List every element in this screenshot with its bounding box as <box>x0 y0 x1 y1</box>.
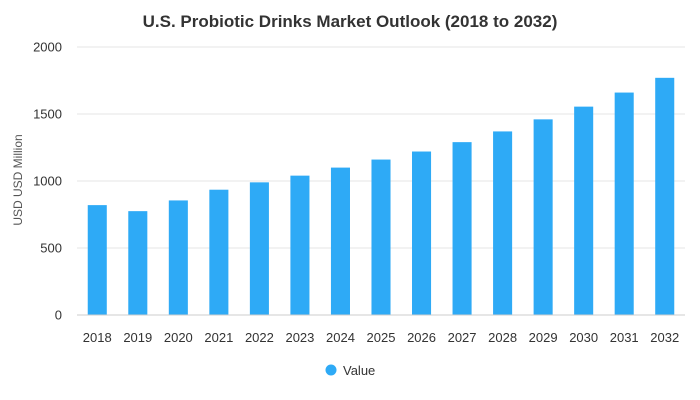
bar-2025[interactable] <box>371 159 391 315</box>
legend-label: Value <box>343 363 375 378</box>
bar-2024[interactable] <box>330 167 350 315</box>
x-tick-label: 2018 <box>83 330 112 345</box>
y-tick-label: 1000 <box>33 174 62 189</box>
x-tick-label: 2028 <box>488 330 517 345</box>
x-tick-label: 2032 <box>650 330 679 345</box>
x-tick-label: 2019 <box>123 330 152 345</box>
x-tick-label: 2031 <box>610 330 639 345</box>
x-axis-ticks: 2018 2019 2020 2021 2022 2023 2024 2025 2026 2027… <box>83 330 679 345</box>
bar-2031[interactable] <box>614 92 634 315</box>
y-tick-label: 2000 <box>33 40 62 55</box>
y-tick-label: 500 <box>40 241 62 256</box>
bar-series <box>87 77 675 315</box>
bar-2020[interactable] <box>168 200 188 315</box>
x-tick-label: 2026 <box>407 330 436 345</box>
y-tick-label: 1500 <box>33 107 62 122</box>
legend-marker <box>325 364 337 376</box>
x-tick-label: 2023 <box>285 330 314 345</box>
bar-2019[interactable] <box>128 211 148 315</box>
bar-2018[interactable] <box>87 205 107 315</box>
bar-2027[interactable] <box>452 142 472 315</box>
chart-title: U.S. Probiotic Drinks Market Outlook (20… <box>143 12 558 31</box>
bar-2032[interactable] <box>655 77 675 315</box>
x-tick-label: 2025 <box>367 330 396 345</box>
bar-2030[interactable] <box>574 106 594 315</box>
x-tick-label: 2024 <box>326 330 355 345</box>
y-tick-label: 0 <box>55 308 62 323</box>
y-axis-label: USD USD Million <box>11 134 25 225</box>
bar-2023[interactable] <box>290 175 310 315</box>
bar-2028[interactable] <box>493 131 513 315</box>
bar-2026[interactable] <box>412 151 432 315</box>
bar-2021[interactable] <box>209 189 229 315</box>
x-tick-label: 2027 <box>448 330 477 345</box>
bar-2022[interactable] <box>249 182 269 315</box>
x-tick-label: 2020 <box>164 330 193 345</box>
x-tick-label: 2022 <box>245 330 274 345</box>
x-tick-label: 2029 <box>529 330 558 345</box>
x-tick-label: 2030 <box>569 330 598 345</box>
bar-2029[interactable] <box>533 119 553 315</box>
legend[interactable]: Value <box>325 363 376 378</box>
y-axis-ticks: 0 500 1000 1500 2000 <box>33 40 62 323</box>
x-tick-label: 2021 <box>204 330 233 345</box>
